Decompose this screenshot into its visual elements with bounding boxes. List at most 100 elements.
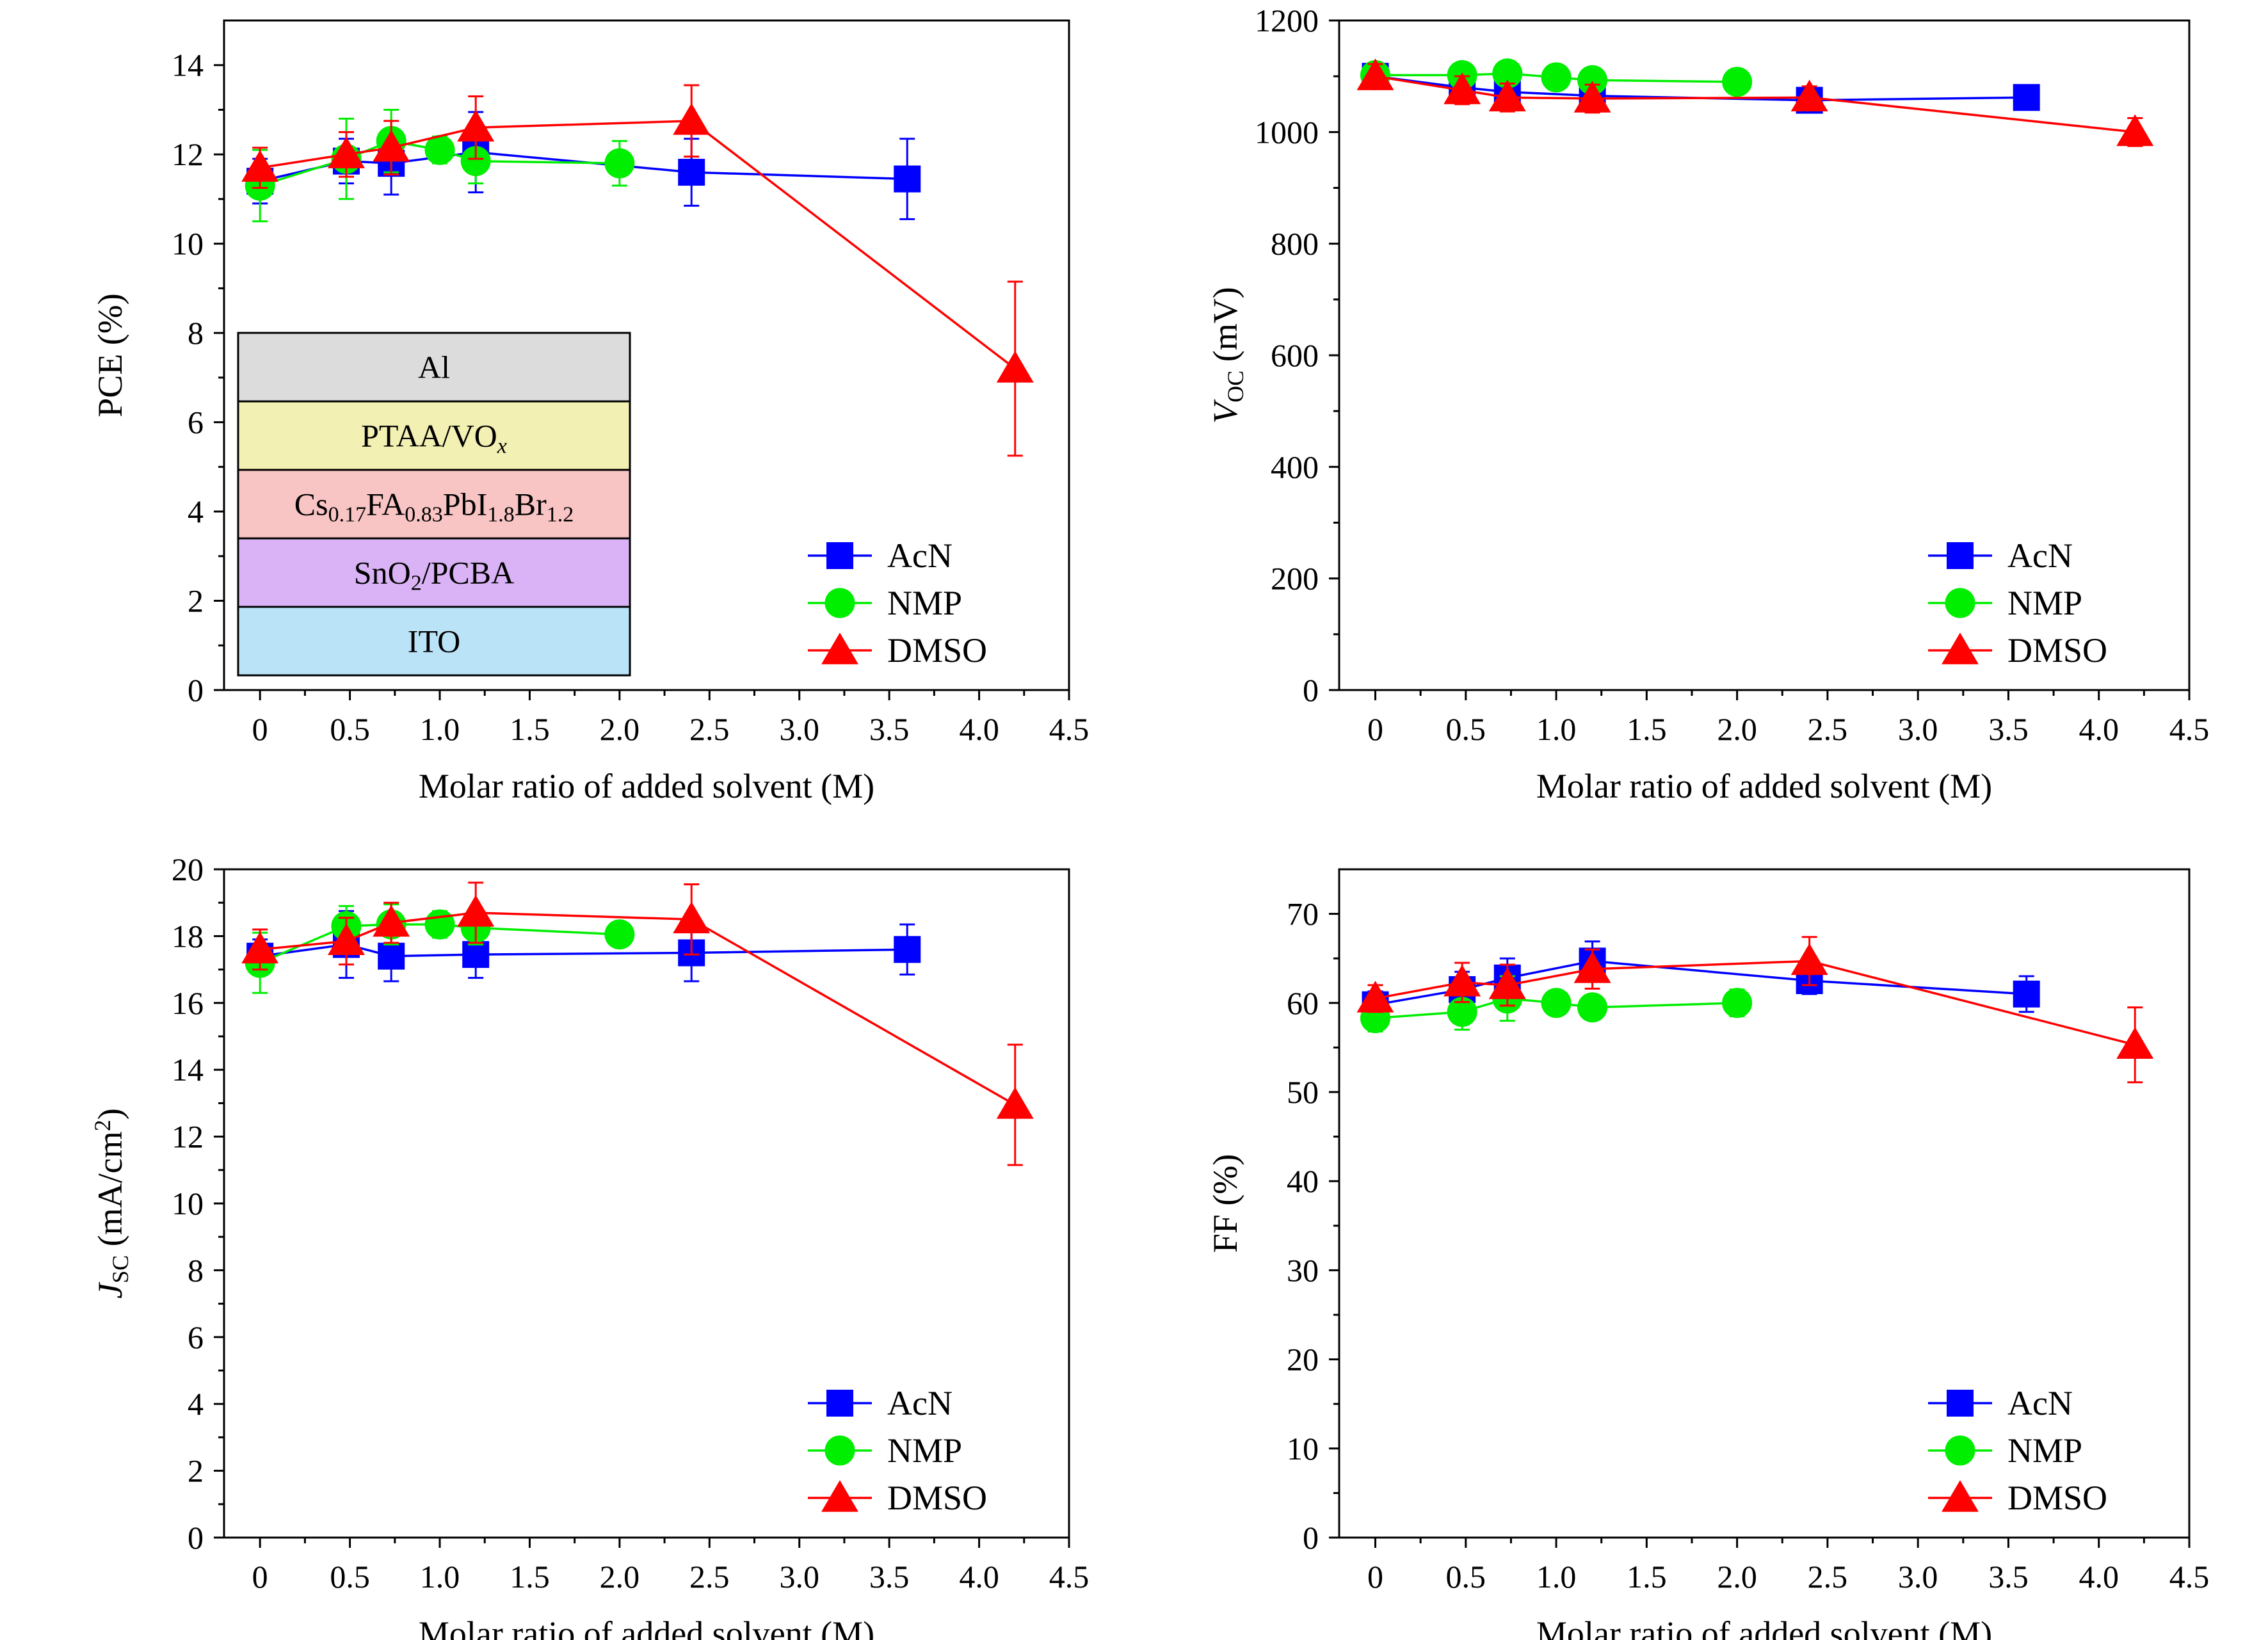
marker-circle [1945,1435,1975,1466]
layer-label: PTAA/VOx [361,418,507,458]
layer-0 [237,332,631,403]
y-tick-label: 10 [172,1186,204,1221]
x-tick-label: 2.5 [1808,1559,1848,1595]
x-tick-label: 0.5 [330,711,370,747]
legend-label-NMP: NMP [887,1431,962,1470]
series-NMP [1360,975,1753,1033]
marker-circle [604,919,635,950]
marker-triangle [996,1087,1034,1119]
x-tick-label: 4.0 [959,1559,999,1595]
marker-circle [424,909,455,940]
legend-label-AcN: AcN [2007,1384,2073,1422]
marker-circle [1492,58,1523,89]
x-axis-label: Molar ratio of added solvent (M) [419,1614,874,1640]
x-tick-label: 3.0 [779,1559,819,1595]
y-tick-label: 6 [188,1319,204,1355]
marker-square [826,1390,853,1417]
legend: AcN NMP DMSO [1928,1384,2107,1517]
y-tick-label: 12 [172,136,204,172]
x-tick-label: 3.0 [1898,1559,1938,1595]
layer-1 [237,400,631,471]
layer-label: Al [418,350,450,385]
layer-2 [237,469,631,540]
x-tick-label: 1.5 [1627,711,1667,747]
marker-circle [1722,988,1753,1018]
marker-triangle [457,895,495,927]
series-NMP [245,108,635,223]
chart-panel-bottom-right: 0 0.5 1.0 1.5 2.0 2.5 3.0 3.5 4.0 4.5 0 10 20 30 40 50 6… [1206,868,2209,1640]
marker-circle [824,1435,855,1466]
y-tick-label: 0 [188,672,204,708]
y-tick-label: 8 [188,315,204,351]
x-tick-label: 4.5 [1049,711,1090,747]
series-line [259,943,908,958]
marker-square [678,159,705,186]
y-tick-label: 10 [172,226,204,262]
x-tick-label: 1.5 [1627,1559,1667,1595]
x-tick-label: 3.5 [869,711,910,747]
x-tick-label: 2.5 [1808,711,1848,747]
y-tick-label: 2 [188,583,204,619]
x-tick-label: 4.5 [2169,711,2210,747]
chart-panel-top-left: 0 0.5 1.0 1.5 2.0 2.5 3.0 3.5 4.0 4.5 0 2 4 6 8 10 12 14 M… [91,19,1090,805]
marker-triangle [1444,965,1481,997]
x-tick-label: 2.0 [1717,1559,1757,1595]
layer-label: SnO2/PCBA [354,555,514,595]
legend-label-DMSO: DMSO [887,631,987,670]
marker-circle [1541,988,1572,1018]
marker-circle [1945,588,1975,618]
marker-square [894,165,921,193]
layer-label: Cs0.17FA0.83PbI1.8Br1.2 [294,486,574,527]
y-tick-label: 200 [1271,561,1319,597]
x-tick-label: 0 [1367,711,1383,747]
chart-panel-bottom-left: 0 0.5 1.0 1.5 2.0 2.5 3.0 3.5 4.0 4.5 0 2 4 6 8 10 12 14 1… [90,851,1089,1640]
y-tick-label: 18 [172,918,204,954]
y-tick-label: 4 [188,1386,204,1422]
marker-triangle [1942,632,1979,664]
x-tick-label: 4.0 [959,711,999,747]
marker-circle [824,588,855,618]
marker-circle [424,134,455,165]
marker-triangle [373,129,410,162]
marker-triangle [373,904,410,937]
marker-circle [460,146,491,177]
marker-circle [1577,992,1608,1023]
series-line [259,923,620,964]
marker-square [2013,980,2040,1008]
series-line [1375,75,2135,134]
plot-frame [1338,868,2191,1539]
legend-label-AcN: AcN [887,1384,953,1422]
x-axis-label: Molar ratio of added solvent (M) [1536,767,1992,805]
marker-triangle [673,901,711,934]
marker-circle [1447,997,1477,1027]
series-DMSO [241,84,1034,457]
marker-triangle [1573,81,1611,113]
y-tick-label: 14 [172,47,204,83]
legend-label-NMP: NMP [2007,1431,2082,1470]
marker-triangle [241,150,279,182]
marker-triangle [1488,967,1526,999]
y-tick-label: 10 [1287,1431,1319,1467]
x-tick-label: 0 [1367,1559,1383,1595]
y-tick-label: 70 [1287,896,1319,932]
marker-triangle [1942,1480,1979,1512]
y-tick-label: 4 [188,494,204,529]
y-tick-label: 0 [1303,672,1319,708]
y-tick-label: 1200 [1255,3,1319,38]
x-tick-label: 0 [252,1559,268,1595]
y-axis-label: VOC (mV) [1206,287,1248,423]
series-line [259,120,1016,370]
x-tick-label: 2.0 [1717,711,1757,747]
legend-label-NMP: NMP [2007,584,2082,622]
y-tick-label: 0 [1303,1520,1319,1556]
x-tick-label: 4.0 [2079,711,2119,747]
y-tick-label: 800 [1271,226,1319,262]
x-tick-label: 1.0 [1536,1559,1577,1595]
y-tick-label: 6 [188,405,204,440]
layer-label: ITO [408,623,460,659]
y-tick-label: 1000 [1255,114,1319,150]
marker-triangle [2116,1027,2154,1059]
device-stack-inset: Al PTAA/VOx Cs0.17FA0.83PbI1.8Br1.2 SnO2/PC… [237,332,631,677]
legend-label-AcN: AcN [887,536,953,575]
